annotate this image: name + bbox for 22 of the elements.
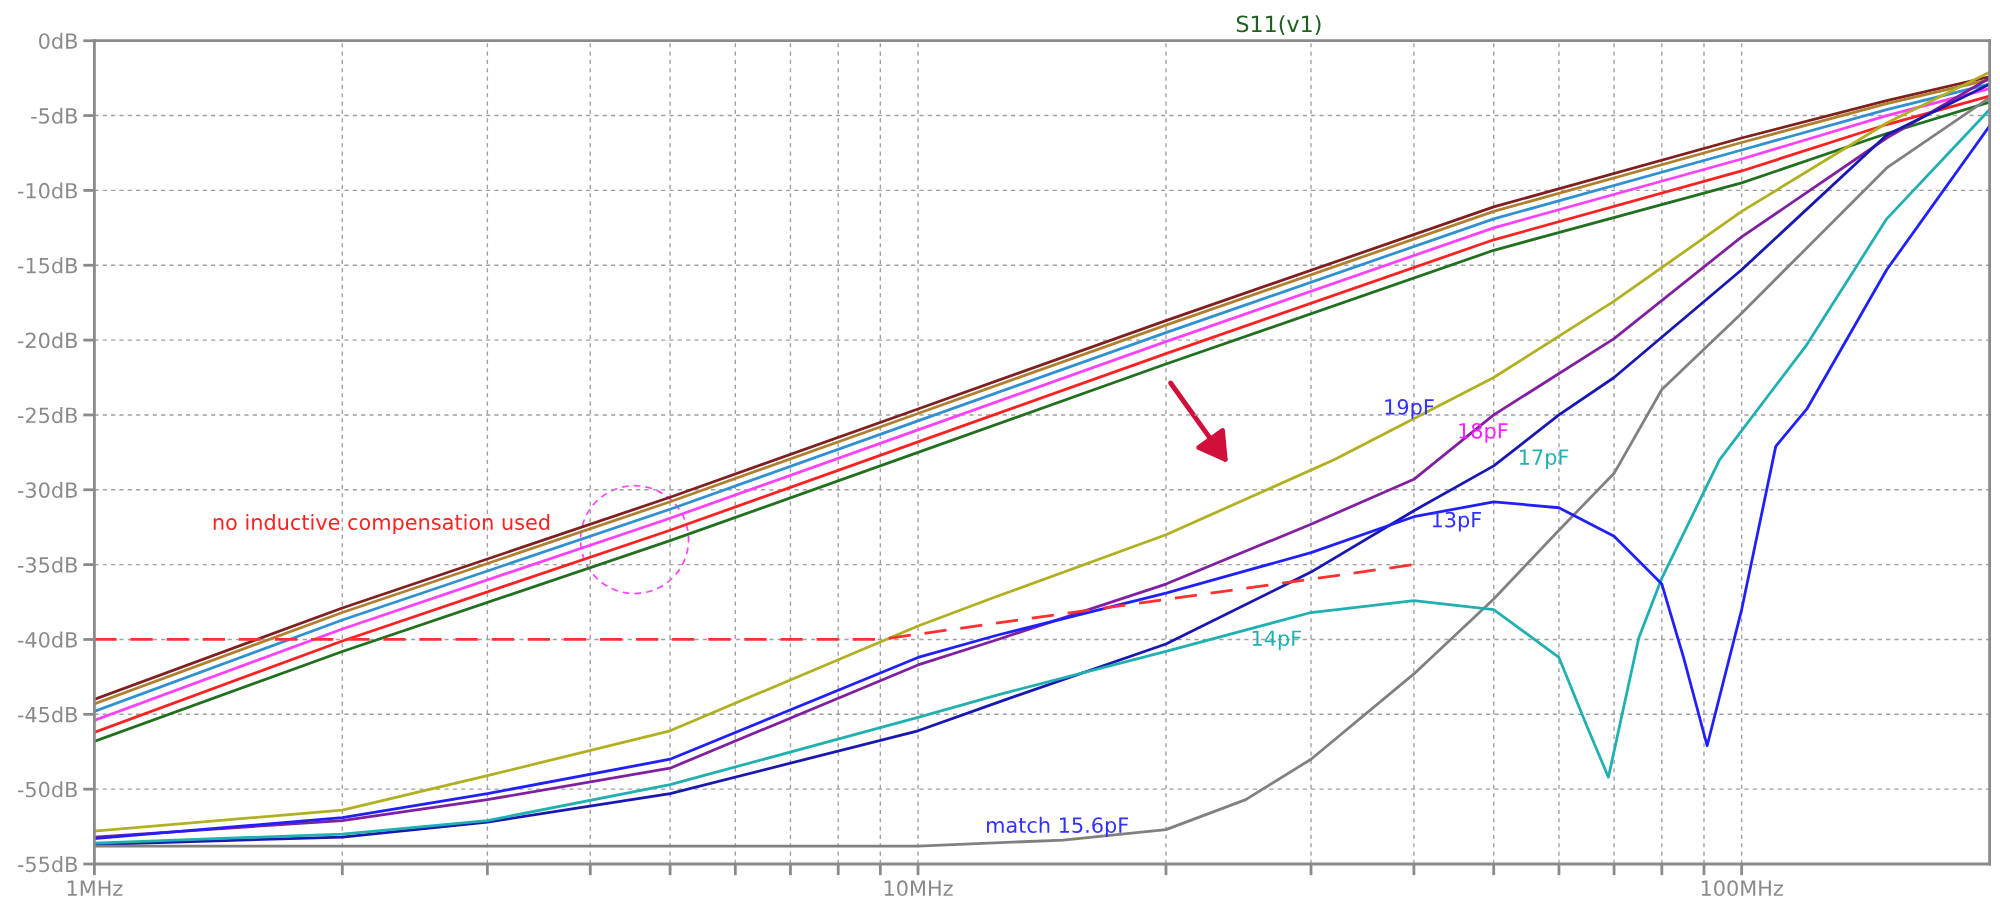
y-tick-label: -30dB [17,481,77,498]
y-tick-label: -40dB [17,631,77,648]
x-tick-label: 10MHz [884,880,953,897]
y-tick-label: -5dB [31,107,77,124]
annotation: 14pF [1252,630,1301,651]
annotation: no inductive compensation used [213,513,550,535]
annotation: match 15.6pF [987,816,1129,838]
y-tick-label: -15dB [17,257,77,274]
y-tick-label: -45dB [17,706,77,723]
chart-title: S11(v1) [1236,15,1321,35]
y-tick-label: -10dB [17,182,77,199]
annotation: 17pF [1519,449,1569,470]
annotation: 13pF [1432,511,1482,532]
y-tick-label: -50dB [17,781,77,798]
y-tick-label: -35dB [17,556,77,573]
y-tick-label: -55dB [17,856,77,873]
y-tick-label: -25dB [17,407,77,424]
y-tick-label: 0dB [39,32,77,49]
x-tick-label: 1MHz [67,880,123,896]
y-tick-label: -20dB [17,332,77,349]
annotation: 19pF [1385,399,1434,419]
x-tick-label: 100MHz [1701,880,1783,897]
